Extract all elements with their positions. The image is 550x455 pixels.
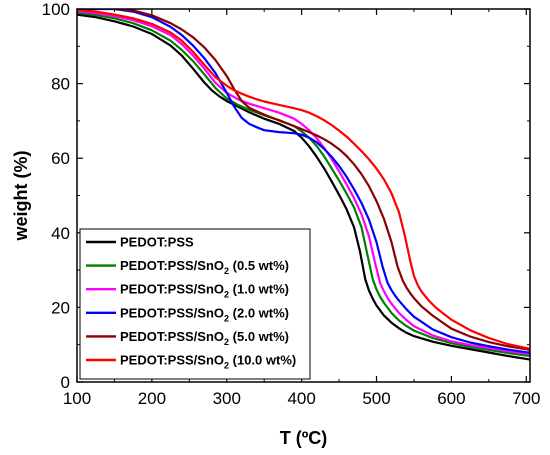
series-line-2 — [77, 10, 530, 356]
series-line-3 — [77, 9, 530, 354]
legend-label-1: PEDOT:PSS/SnO2 (0.5 wt%) — [120, 258, 289, 276]
x-tick-label: 500 — [362, 389, 390, 408]
legend-label-main: PEDOT:PSS/SnO — [120, 305, 224, 320]
x-tick-label: 200 — [138, 389, 166, 408]
series-line-4 — [95, 9, 530, 351]
legend-label-5: PEDOT:PSS/SnO2 (10.0 wt%) — [120, 353, 296, 371]
x-tick-label: 100 — [63, 389, 91, 408]
legend-label-subscript: 2 — [224, 337, 229, 347]
series-line-1 — [77, 11, 530, 357]
legend-box — [79, 228, 311, 380]
y-tick-label: 80 — [51, 75, 70, 94]
x-tick-label: 300 — [213, 389, 241, 408]
legend-label-tail: (5.0 wt%) — [229, 329, 289, 344]
legend-label-tail: (1.0 wt%) — [229, 282, 289, 297]
legend-label-tail: (0.5 wt%) — [229, 258, 289, 273]
y-axis-title: weight (%) — [11, 151, 31, 242]
x-axis-title: T (ºC) — [280, 428, 328, 448]
y-tick-label: 20 — [51, 298, 70, 317]
x-tick-label: 700 — [512, 389, 540, 408]
series-line-0 — [77, 13, 530, 361]
legend-label-main: PEDOT:PSS — [120, 235, 194, 250]
legend-label-tail: (10.0 wt%) — [229, 353, 296, 368]
legend-label-4: PEDOT:PSS/SnO2 (5.0 wt%) — [120, 329, 289, 347]
y-tick-label: 60 — [51, 149, 70, 168]
legend-label-2: PEDOT:PSS/SnO2 (1.0 wt%) — [120, 282, 289, 300]
legend-label-tail: (2.0 wt%) — [229, 305, 289, 320]
legend-label-subscript: 2 — [224, 361, 229, 371]
x-tick-label: 600 — [437, 389, 465, 408]
x-tick-label: 400 — [287, 389, 315, 408]
series-line-5 — [77, 9, 530, 350]
legend-label-subscript: 2 — [224, 266, 229, 276]
legend-label-subscript: 2 — [224, 313, 229, 323]
legend-label-main: PEDOT:PSS/SnO — [120, 353, 224, 368]
ticks-layer: 100 200 300 400 500 600 700 0 20 40 60 80 100 — [42, 0, 541, 408]
y-tick-label: 0 — [61, 373, 70, 392]
legend-label-0: PEDOT:PSS — [120, 235, 194, 250]
legend-label-3: PEDOT:PSS/SnO2 (2.0 wt%) — [120, 305, 289, 323]
legend-label-main: PEDOT:PSS/SnO — [120, 282, 224, 297]
legend-label-subscript: 2 — [224, 290, 229, 300]
series-layer — [77, 9, 530, 361]
y-tick-label: 100 — [42, 0, 70, 19]
legend-label-main: PEDOT:PSS/SnO — [120, 329, 224, 344]
legend-label-main: PEDOT:PSS/SnO — [120, 258, 224, 273]
y-tick-label: 40 — [51, 224, 70, 243]
